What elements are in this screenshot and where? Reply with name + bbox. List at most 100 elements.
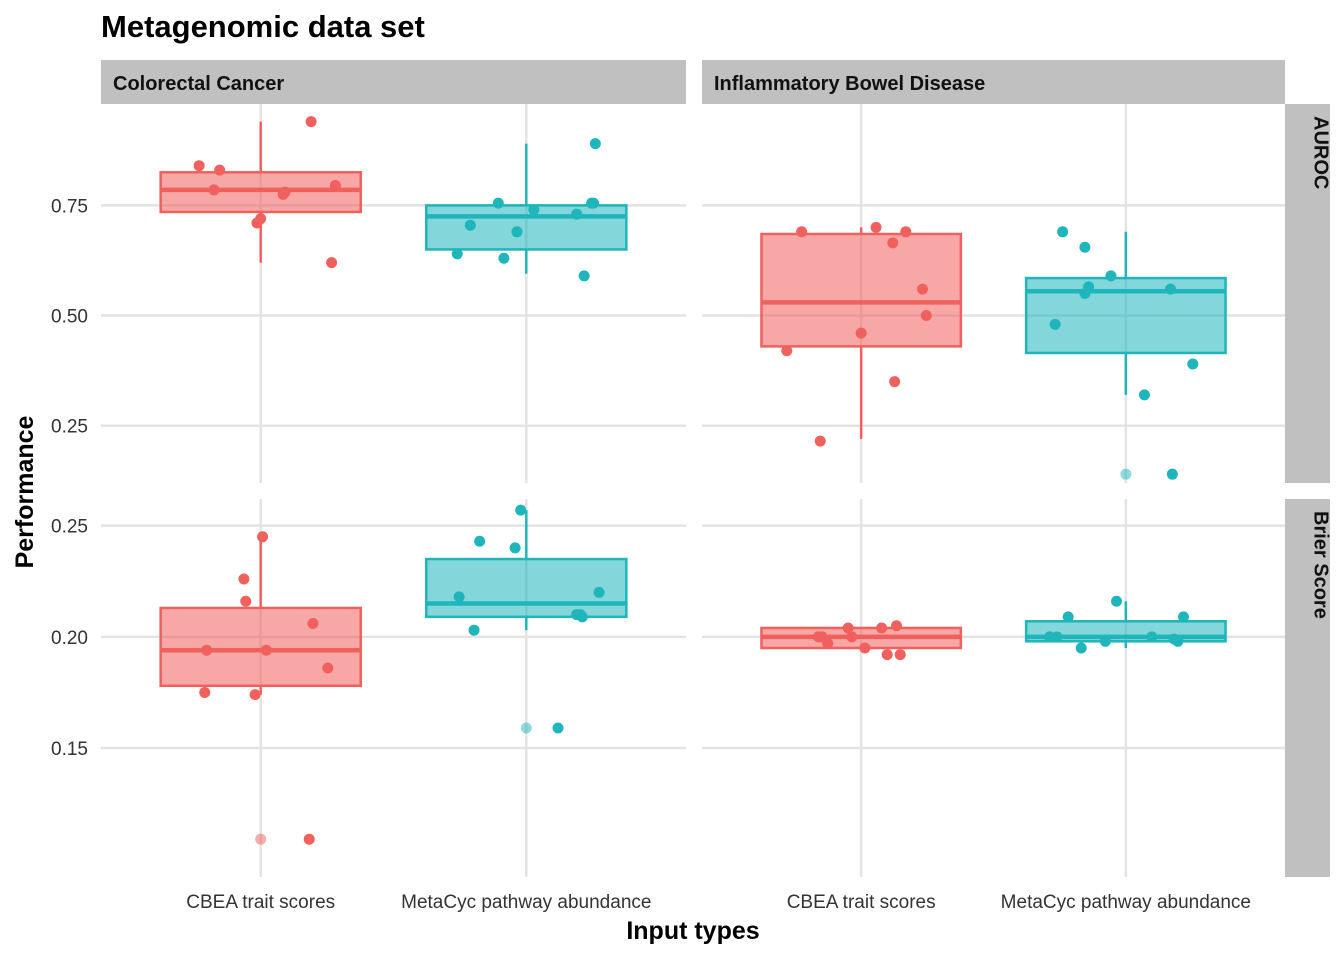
- data-point: [842, 622, 854, 634]
- data-point: [587, 197, 599, 209]
- data-point: [238, 573, 250, 585]
- y-tick-label: 0.15: [51, 739, 88, 760]
- data-point: [303, 833, 315, 845]
- data-point: [1111, 595, 1123, 607]
- x-tick-label: MetaCyc pathway abundance: [1001, 892, 1251, 913]
- data-point: [453, 591, 465, 603]
- y-tick-label: 0.25: [51, 517, 88, 538]
- panel-inflammatory-bowel-disease-auroc: [702, 104, 1285, 483]
- panel-colorectal-cancer-auroc: [101, 104, 686, 483]
- data-point: [208, 184, 220, 196]
- data-point: [887, 237, 899, 249]
- facet-column-strips: Colorectal Cancer Inflammatory Bowel Dise…: [101, 60, 1285, 104]
- data-point: [201, 644, 213, 656]
- facet-strip-label-brier-score: Brier Score: [1310, 511, 1332, 619]
- box-group-cbea-trait-scores: [760, 620, 963, 661]
- data-point: [322, 662, 334, 674]
- data-point: [593, 586, 605, 598]
- data-point: [1049, 318, 1061, 330]
- facet-strip-auroc: [1285, 104, 1330, 483]
- x-tick-label: CBEA trait scores: [186, 892, 335, 913]
- data-point: [859, 642, 871, 654]
- data-point: [515, 504, 527, 516]
- data-point: [870, 221, 882, 233]
- data-point: [589, 138, 601, 150]
- data-point: [571, 208, 583, 220]
- data-point: [1099, 635, 1111, 647]
- chart-title: Metagenomic data set: [101, 9, 425, 44]
- y-tick-label: 0.50: [51, 307, 88, 328]
- data-point: [1172, 635, 1184, 647]
- y-tick-label: 0.75: [51, 196, 88, 217]
- data-point: [498, 252, 510, 264]
- data-point: [781, 345, 793, 357]
- data-point: [1177, 611, 1189, 623]
- y-axis-title: Performance: [11, 415, 39, 568]
- x-axis-title: Input types: [626, 917, 759, 945]
- facet-strip-inflammatory-bowel-disease: [702, 60, 1285, 104]
- facet-strip-label-inflammatory-bowel-disease: Inflammatory Bowel Disease: [714, 73, 985, 95]
- data-point: [329, 180, 341, 192]
- data-point: [814, 435, 826, 447]
- box-group-metacyc-pathway-abundance: [425, 138, 628, 282]
- data-point: [260, 644, 272, 656]
- data-point: [796, 226, 808, 238]
- data-point: [305, 116, 317, 128]
- data-point: [468, 624, 480, 636]
- box-group-cbea-trait-scores: [760, 221, 963, 447]
- facet-row-strips: AUROC Brier Score: [1285, 104, 1332, 877]
- data-point: [451, 248, 463, 260]
- y-tick-labels: 0.25 0.50 0.75 0.15 0.20 0.25: [51, 196, 88, 760]
- facet-strip-label-auroc: AUROC: [1310, 116, 1332, 189]
- box-group-metacyc-pathway-abundance: [1024, 595, 1227, 654]
- data-point: [846, 631, 858, 643]
- data-point: [1166, 468, 1178, 480]
- x-tick-label: MetaCyc pathway abundance: [401, 892, 651, 913]
- data-point: [492, 197, 504, 209]
- facet-strip-colorectal-cancer: [101, 60, 686, 104]
- panel-inflammatory-bowel-disease-brier-score: [702, 499, 1285, 877]
- data-point: [1079, 241, 1091, 253]
- data-point: [528, 204, 540, 216]
- data-point: [511, 226, 523, 238]
- data-point: [855, 327, 867, 339]
- data-point: [249, 689, 261, 701]
- box-group-cbea-trait-scores: [159, 116, 362, 269]
- data-point: [1138, 389, 1150, 401]
- box-group-metacyc-pathway-abundance: [1024, 226, 1227, 480]
- box-group-metacyc-pathway-abundance: [425, 504, 628, 734]
- data-point: [1075, 642, 1087, 654]
- data-point: [307, 618, 319, 630]
- data-point: [279, 186, 291, 198]
- facet-strip-label-colorectal-cancer: Colorectal Cancer: [113, 73, 284, 95]
- outlier-point: [520, 722, 532, 734]
- y-tick-label: 0.25: [51, 417, 88, 438]
- data-point: [1062, 611, 1074, 623]
- data-point: [552, 722, 564, 734]
- data-point: [889, 376, 901, 388]
- facet-strip-brier-score: [1285, 499, 1330, 877]
- data-point: [1164, 283, 1176, 295]
- data-point: [917, 283, 929, 295]
- box-iqr: [425, 557, 628, 619]
- data-point: [876, 622, 888, 634]
- data-point: [1146, 631, 1158, 643]
- data-point: [1083, 281, 1095, 293]
- data-point: [881, 649, 893, 661]
- data-point: [1057, 226, 1069, 238]
- data-point: [474, 535, 486, 547]
- data-point: [920, 310, 932, 322]
- y-tick-label: 0.20: [51, 628, 88, 649]
- data-point: [326, 257, 338, 269]
- data-point: [214, 164, 226, 176]
- outlier-point: [255, 833, 267, 845]
- box-iqr: [159, 606, 362, 688]
- data-point: [193, 160, 205, 172]
- data-point: [199, 686, 211, 698]
- data-point: [900, 226, 912, 238]
- data-point: [890, 620, 902, 632]
- data-point: [894, 649, 906, 661]
- data-point: [822, 638, 834, 650]
- x-tick-labels: CBEA trait scores MetaCyc pathway abundan…: [186, 892, 1251, 913]
